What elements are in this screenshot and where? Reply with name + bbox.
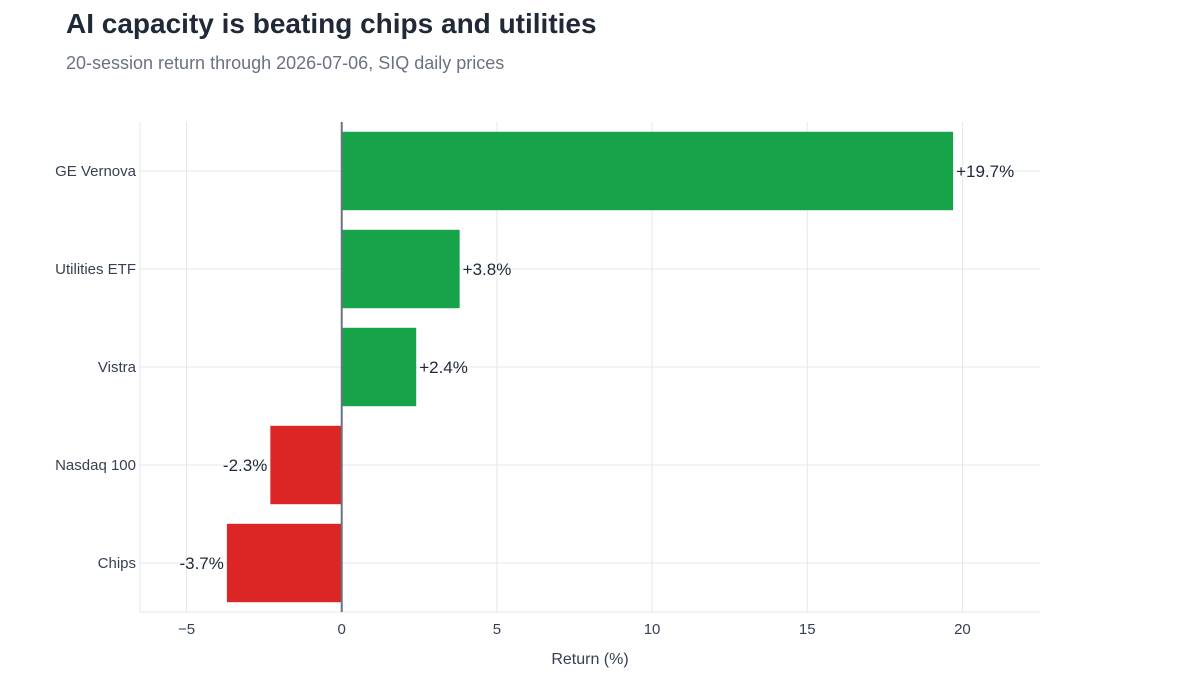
x-tick-label: 15 [799, 621, 816, 638]
x-tick-label: 20 [954, 621, 971, 638]
bar [341, 131, 954, 211]
data-label: -2.3% [223, 456, 267, 475]
category-label: Vistra [98, 359, 137, 376]
chart-subtitle: 20-session return through 2026-07-06, SI… [66, 53, 505, 73]
chart-title: AI capacity is beating chips and utiliti… [66, 8, 597, 39]
bar [226, 523, 342, 603]
bar [270, 425, 342, 505]
bar [341, 229, 460, 309]
x-tick-label: 0 [338, 621, 346, 638]
category-label: Nasdaq 100 [55, 457, 136, 474]
category-label: Utilities ETF [55, 261, 136, 278]
x-axis-title: Return (%) [551, 651, 628, 668]
labels: −5 0 5 10 15 20 GE Vernova Utilities ETF Vistra N… [55, 162, 1014, 638]
bars [226, 122, 954, 612]
data-label: +3.8% [463, 260, 512, 279]
x-tick-label: −5 [178, 621, 195, 638]
x-tick-label: 10 [644, 621, 661, 638]
data-label: +2.4% [419, 358, 468, 377]
data-label: -3.7% [179, 554, 223, 573]
category-label: GE Vernova [55, 163, 137, 180]
category-label: Chips [98, 555, 136, 572]
data-label: +19.7% [956, 162, 1014, 181]
x-tick-label: 5 [493, 621, 501, 638]
bar [341, 327, 417, 407]
